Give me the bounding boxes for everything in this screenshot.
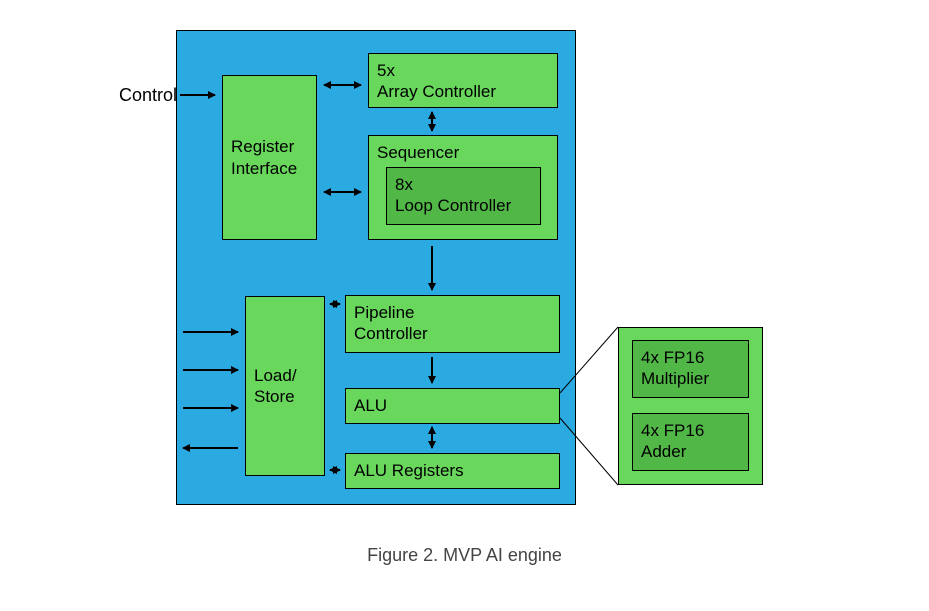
array-controller-block: 5xArray Controller xyxy=(368,53,558,108)
loop-controller-label: 8xLoop Controller xyxy=(395,175,511,215)
load-store-block: Load/Store xyxy=(245,296,325,476)
control-label: Control xyxy=(119,85,177,106)
pipeline-controller-block: PipelineController xyxy=(345,295,560,353)
fp16-adder-block: 4x FP16Adder xyxy=(632,413,749,471)
array-controller-label: 5xArray Controller xyxy=(377,61,496,101)
register-interface-label: RegisterInterface xyxy=(231,136,297,179)
alu-registers-block: ALU Registers xyxy=(345,453,560,489)
alu-registers-label: ALU Registers xyxy=(354,461,464,480)
figure-caption: Figure 2. MVP AI engine xyxy=(0,545,929,566)
pipeline-controller-label: PipelineController xyxy=(354,303,428,343)
fp16-adder-label: 4x FP16Adder xyxy=(641,421,704,461)
alu-label: ALU xyxy=(354,396,387,415)
fp16-multiplier-label: 4x FP16Multiplier xyxy=(641,348,709,388)
fp16-multiplier-block: 4x FP16Multiplier xyxy=(632,340,749,398)
loop-controller-block: 8xLoop Controller xyxy=(386,167,541,225)
alu-block: ALU xyxy=(345,388,560,424)
register-interface-block: RegisterInterface xyxy=(222,75,317,240)
sequencer-label: Sequencer xyxy=(377,143,459,162)
load-store-label: Load/Store xyxy=(254,365,297,408)
